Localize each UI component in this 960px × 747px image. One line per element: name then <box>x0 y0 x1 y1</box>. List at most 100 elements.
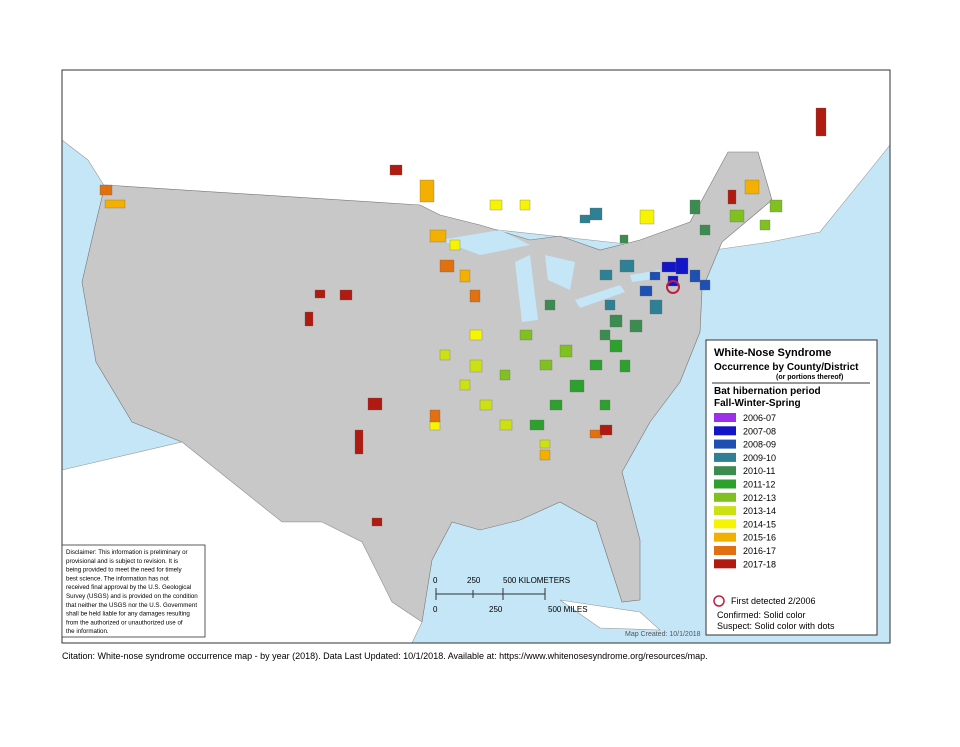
first-detected-marker <box>666 280 680 294</box>
occurrence-area <box>539 449 551 461</box>
disclaimer-line: Survey (USGS) and is provided on the con… <box>66 593 198 600</box>
occurrence-area <box>599 424 613 436</box>
occurrence-area <box>639 209 655 225</box>
occurrence-area <box>499 419 513 431</box>
legend-label: 2016-17 <box>743 546 776 556</box>
occurrence-area <box>559 344 573 358</box>
disclaimer-line: shall be held liable for any damages res… <box>66 611 190 618</box>
occurrence-area <box>479 399 493 411</box>
disclaimer-line: received final approval by the U.S. Geol… <box>66 584 191 591</box>
disclaimer-frame <box>61 544 206 638</box>
occurrence-area <box>599 329 611 341</box>
occurrence-area <box>649 271 661 281</box>
occurrence-area <box>529 419 545 431</box>
legend-note: (or portions thereof) <box>776 374 843 381</box>
lake-superior <box>440 230 530 255</box>
legend-label: 2006-07 <box>743 413 776 423</box>
legend-label: 2007-08 <box>743 426 776 436</box>
cuba <box>559 599 661 631</box>
occurrence-area <box>459 379 471 391</box>
legend-label: 2012-13 <box>743 493 776 503</box>
legend-label: 2013-14 <box>743 506 776 516</box>
occurrence-areas <box>99 107 827 527</box>
occurrence-area <box>429 229 447 243</box>
disclaimer-line: Disclaimer: This information is prelimin… <box>66 549 188 556</box>
occurrence-area <box>649 299 663 315</box>
occurrence-area <box>469 359 483 373</box>
occurrence-area <box>599 399 611 411</box>
occurrence-area <box>769 199 783 213</box>
scale-mi-label: 250 <box>489 605 503 614</box>
occurrence-area <box>469 329 483 341</box>
first-detected-symbol <box>713 595 725 607</box>
legend-title: White-Nose Syndrome <box>714 347 831 359</box>
occurrence-area <box>619 259 635 273</box>
occurrence-area <box>744 179 760 195</box>
occurrence-area <box>339 289 353 301</box>
legend-swatch <box>714 479 736 489</box>
occurrence-area <box>689 269 701 283</box>
legend-swatch <box>714 559 736 569</box>
map-frame <box>61 69 891 644</box>
disclaimer-line: that neither the USGS nor the U.S. Gover… <box>66 602 197 609</box>
legend-items: 2006-07 2007-08 2008-09 2009-10 2010-11 2011-… <box>714 413 776 569</box>
disclaimer-line: best science. The information has not <box>66 575 169 582</box>
occurrence-area <box>489 199 503 211</box>
occurrence-area <box>589 359 603 371</box>
occurrence-area <box>609 314 623 328</box>
occurrence-area <box>689 199 701 215</box>
occurrence-area <box>389 164 403 176</box>
lake-huron <box>545 255 575 290</box>
occurrence-area <box>609 339 623 353</box>
occurrence-area <box>699 224 711 236</box>
legend-swatch <box>714 532 736 542</box>
scale-km-label: 500 KILOMETERS <box>503 576 570 585</box>
scale-mi-label: 0 <box>433 605 438 614</box>
legend-swatch <box>714 546 736 555</box>
legend-label: 2011-12 <box>743 480 775 490</box>
occurrence-area <box>629 319 643 333</box>
occurrence-area <box>439 349 451 361</box>
scale-km-label: 0 <box>433 576 438 585</box>
occurrence-area <box>314 289 326 299</box>
scale-mi-label: 500 MILES <box>548 605 588 614</box>
disclaimer-line: being provided to meet the need for time… <box>66 567 182 574</box>
occurrence-area <box>589 207 603 221</box>
disclaimer-line: from the authorized or unauthorized use … <box>66 619 183 626</box>
lake-erie <box>575 285 625 308</box>
occurrence-area <box>449 239 461 251</box>
occurrence-area <box>367 397 383 411</box>
disclaimer-line: provisional and is subject to revision. … <box>66 558 178 565</box>
legend-swatch <box>714 466 736 476</box>
occurrence-area <box>699 279 711 291</box>
legend-swatch <box>714 506 736 516</box>
occurrence-area <box>539 359 553 371</box>
map-created: Map Created: 10/1/2018 <box>625 631 701 638</box>
citation: Citation: White-nose syndrome occurrence… <box>62 651 708 661</box>
first-detected: First detected 2/2006 <box>731 596 816 606</box>
occurrence-area <box>639 285 653 297</box>
occurrence-area <box>429 409 441 423</box>
legend-swatch <box>714 519 736 529</box>
legend-label: 2017-18 <box>743 559 776 569</box>
legend-swatch <box>714 413 736 422</box>
period-title: Bat hibernation period <box>714 386 821 397</box>
legend: White-Nose Syndrome Occurrence by County… <box>705 339 878 636</box>
occurrence-area <box>519 329 533 341</box>
occurrence-area <box>354 429 364 455</box>
occurrence-area <box>459 269 471 283</box>
occurrence-area <box>604 299 616 311</box>
occurrence-area <box>675 257 689 275</box>
occurrence-area <box>549 399 563 411</box>
legend-swatch <box>714 492 736 502</box>
occurrence-area <box>539 439 551 449</box>
disclaimer-box: Disclaimer: This information is prelimin… <box>61 544 206 638</box>
occurrence-area <box>544 299 556 311</box>
occurrence-area <box>371 517 383 527</box>
legend-swatch <box>714 426 736 436</box>
occurrence-area <box>519 199 531 211</box>
occurrence-area <box>599 269 613 281</box>
occurrence-area <box>619 359 631 373</box>
occurrence-area <box>499 369 511 381</box>
